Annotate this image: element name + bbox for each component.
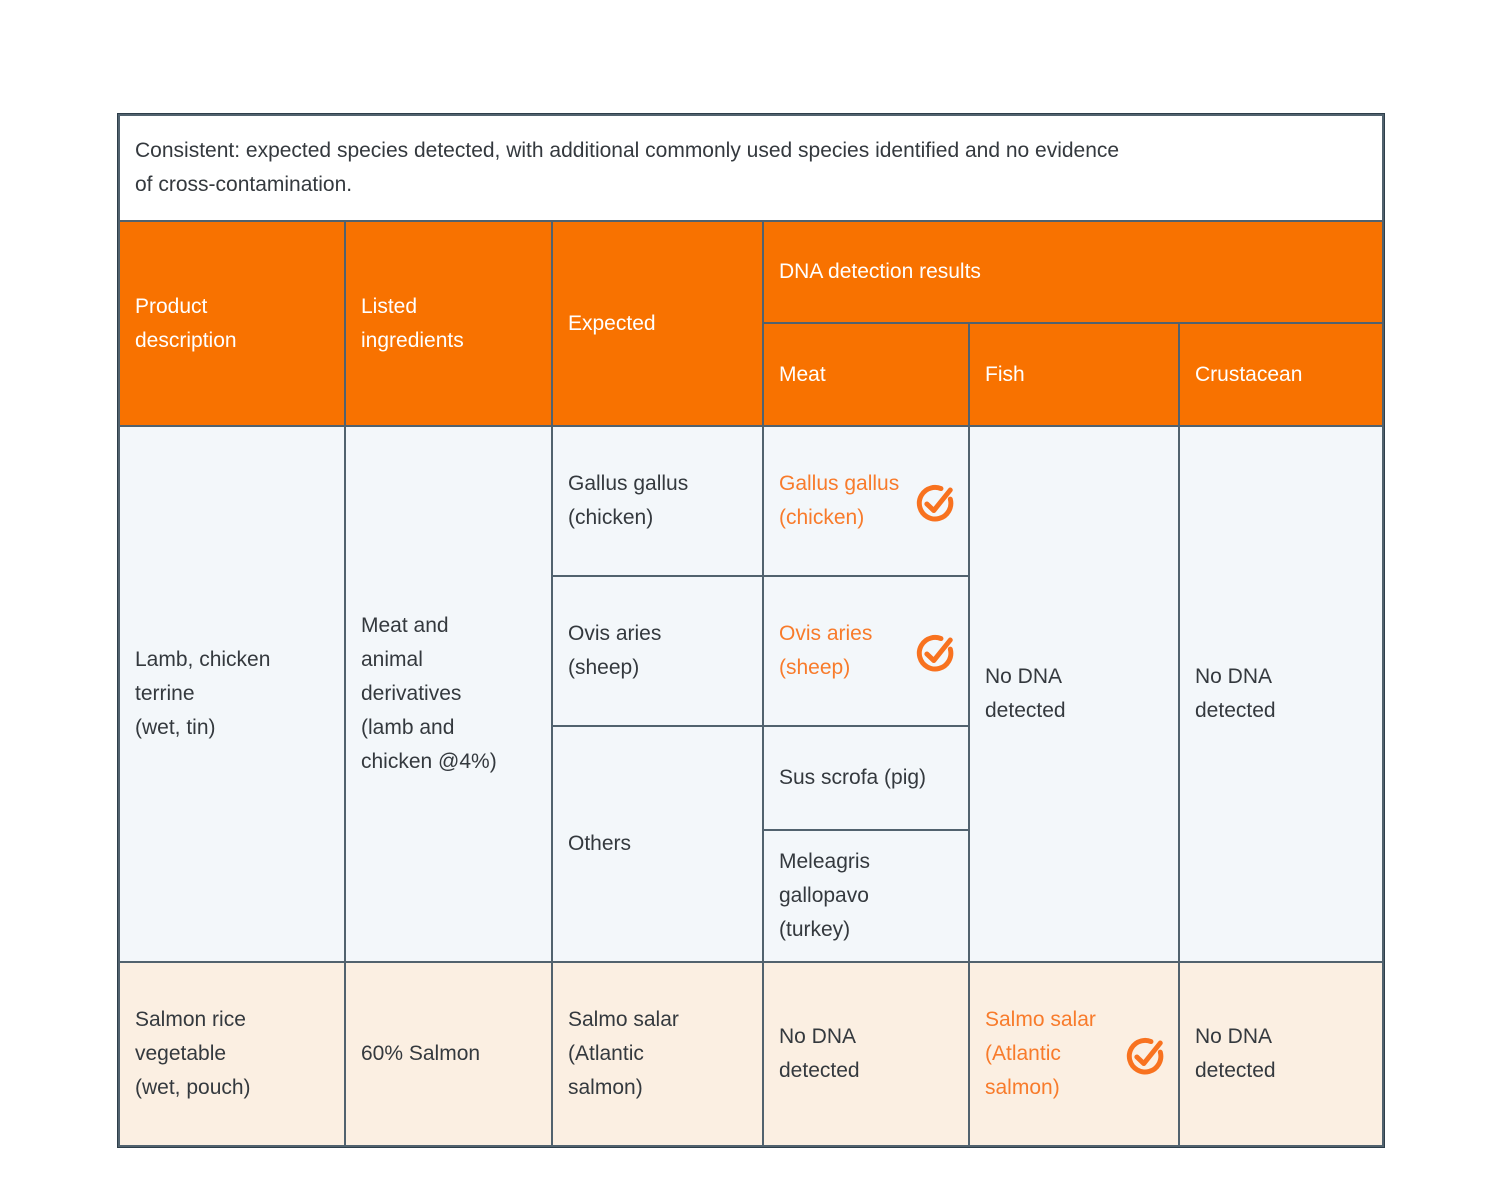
cell-r1-fish: No DNA detected: [968, 425, 1180, 963]
column-header-product-description: Product description: [118, 220, 346, 427]
check-circle-icon: [916, 484, 954, 522]
cell-r2-expected-salmo-salar: Salmo salar (Atlantic salmon): [551, 961, 764, 1147]
column-header-crustacean: Crustacean: [1177, 322, 1385, 427]
cell-r2-meat: No DNA detected: [762, 961, 970, 1147]
cell-r2-product-description: Salmon rice vegetable (wet, pouch): [118, 961, 346, 1147]
column-header-dna-detection-results: DNA detection results: [761, 220, 1385, 324]
cell-r1-meat-sus-scrofa: Sus scrofa (pig): [762, 725, 970, 831]
dna-results-table: Consistent: expected species detected, w…: [117, 113, 1386, 1148]
cell-r1-expected-ovis-aries: Ovis aries (sheep): [551, 575, 764, 727]
cell-r2-crustacean: No DNA detected: [1177, 961, 1385, 1147]
cell-r2-listed-ingredients: 60% Salmon: [344, 961, 553, 1147]
cell-r1-meat-meleagris-gallopavo: Meleagris gallopavo (turkey): [762, 829, 970, 963]
column-header-listed-ingredients: Listed ingredients: [344, 220, 553, 427]
detected-species-label: Gallus gallus (chicken): [779, 472, 900, 529]
cell-r1-meat-ovis-aries: Ovis aries (sheep): [762, 575, 970, 727]
cell-r1-expected-gallus-gallus: Gallus gallus (chicken): [551, 425, 764, 577]
check-circle-icon: [916, 634, 954, 672]
detected-species-label: Salmo salar (Atlantic salmon): [985, 1008, 1096, 1099]
detected-species-label: Ovis aries (sheep): [779, 622, 873, 679]
check-circle-icon: [1126, 1037, 1164, 1075]
cell-r1-crustacean: No DNA detected: [1177, 425, 1385, 963]
cell-r1-listed-ingredients: Meat and animal derivatives (lamb and ch…: [344, 425, 553, 963]
column-header-meat: Meat: [762, 322, 970, 427]
cell-r1-product-description: Lamb, chicken terrine (wet, tin): [118, 425, 346, 963]
cell-r2-fish-salmo-salar: Salmo salar (Atlantic salmon): [968, 961, 1180, 1147]
cell-r1-meat-gallus-gallus: Gallus gallus (chicken): [762, 425, 970, 577]
cell-r1-expected-others: Others: [551, 725, 764, 963]
column-header-fish: Fish: [968, 322, 1180, 427]
table-caption: Consistent: expected species detected, w…: [117, 114, 1385, 222]
column-header-expected: Expected: [551, 220, 764, 427]
